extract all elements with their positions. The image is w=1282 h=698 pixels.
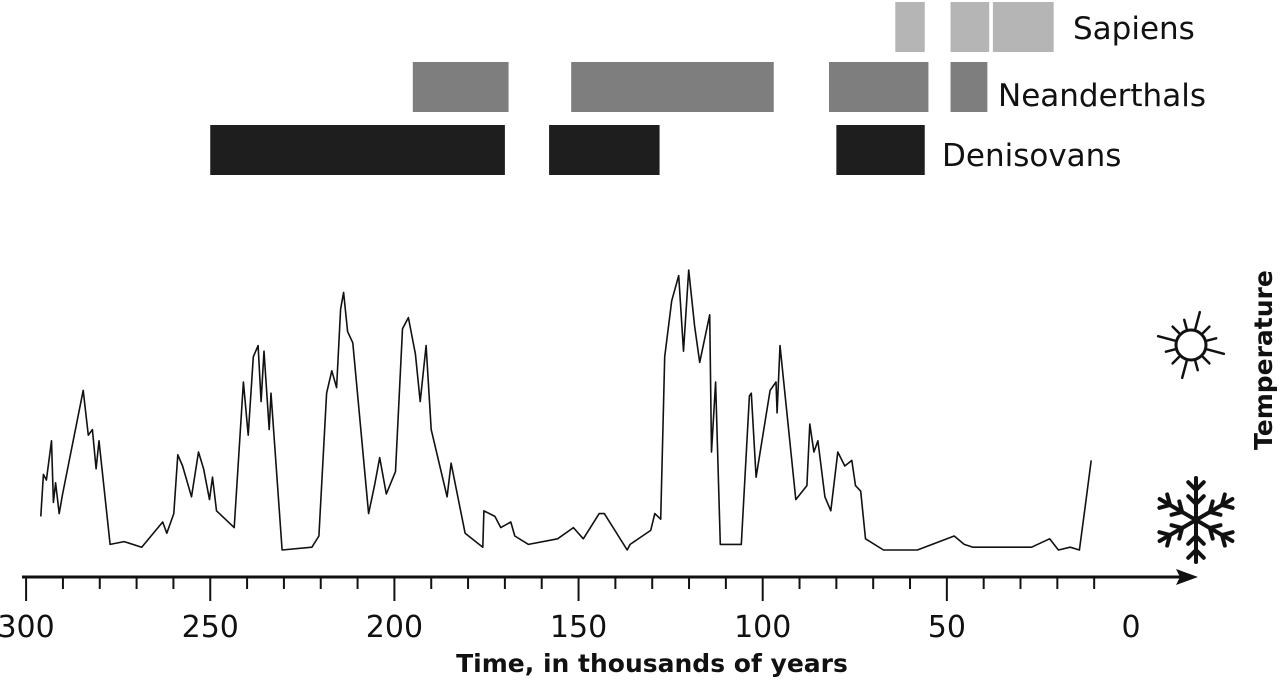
species-labels: Sapiens Neanderthals Denisovans — [942, 11, 1206, 174]
bar-neanderthals — [412, 62, 509, 112]
temperature-curve — [40, 269, 1092, 551]
bar-sapiens — [992, 2, 1054, 52]
snowflake-icon — [1157, 476, 1235, 564]
bar-denisovans — [836, 125, 925, 175]
tick-label: 200 — [366, 610, 423, 645]
label-neanderthals: Neanderthals — [998, 78, 1206, 114]
bar-sapiens — [950, 2, 990, 52]
y-axis-label: Temperature — [1249, 270, 1278, 450]
x-axis-label: Time, in thousands of years — [456, 649, 848, 678]
tick-label: 0 — [1121, 610, 1140, 645]
species-bars — [210, 2, 1054, 175]
label-sapiens: Sapiens — [1073, 11, 1195, 47]
label-denisovans: Denisovans — [942, 138, 1121, 174]
x-axis-arrow — [1176, 569, 1198, 585]
sun-icon — [1156, 310, 1226, 380]
tick-label: 250 — [182, 610, 239, 645]
bar-neanderthals — [950, 62, 988, 112]
bar-sapiens — [895, 2, 925, 52]
bar-neanderthals — [571, 62, 774, 112]
tick-label: 50 — [928, 610, 966, 645]
bar-denisovans — [549, 125, 660, 175]
tick-label: 150 — [550, 610, 607, 645]
x-axis-ticks: 300 250 200 150 100 50 0 — [0, 577, 1141, 645]
tick-label: 300 — [0, 610, 55, 645]
tick-label: 100 — [734, 610, 791, 645]
bar-neanderthals — [828, 62, 929, 112]
bar-denisovans — [210, 125, 505, 175]
x-axis: 300 250 200 150 100 50 0 — [0, 569, 1198, 645]
